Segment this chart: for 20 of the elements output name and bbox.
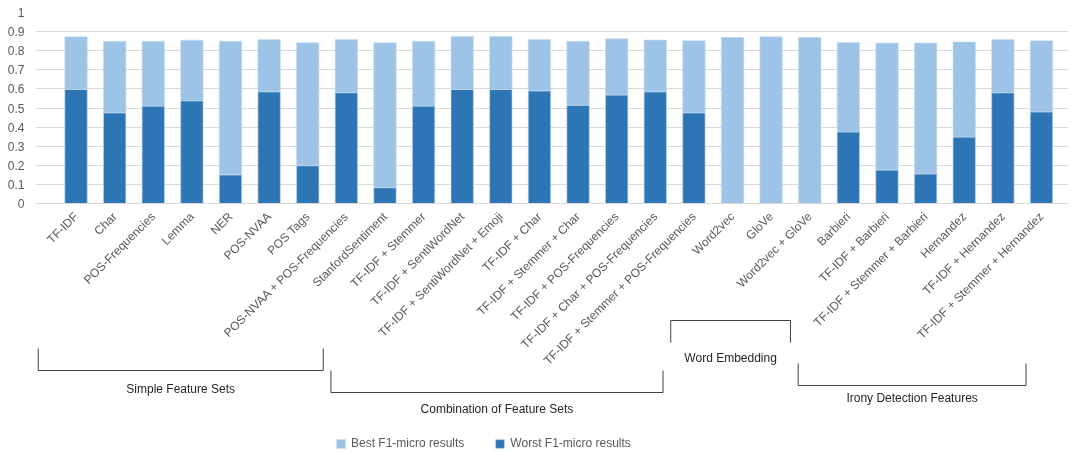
y-tick-label: 0.9 <box>7 25 25 40</box>
y-tick-label: 0.1 <box>7 177 25 192</box>
text: Simple Feature Sets <box>126 381 236 396</box>
y-tick-label: 0 <box>17 197 25 211</box>
text: Irony Detection Features <box>846 390 978 405</box>
y-tick-label: 0.6 <box>7 82 25 97</box>
text: Word Embedding <box>684 350 777 365</box>
bar <box>759 36 783 204</box>
y-tick-label: 0.3 <box>7 139 25 154</box>
y-tick-label: 0.5 <box>7 101 25 116</box>
text: Combination of Feature Sets <box>420 401 574 416</box>
y-tick-label: 0.7 <box>7 63 25 78</box>
y-tick-label: 0.4 <box>7 120 25 135</box>
y-tick-label: 1 <box>17 6 25 20</box>
y-tick-label: 0.2 <box>7 158 25 173</box>
bar <box>798 37 822 204</box>
bar <box>721 37 745 204</box>
legend-label: Best F1-micro results <box>351 436 465 450</box>
y-tick-label: 0.8 <box>7 44 25 59</box>
legend-label: Worst F1-micro results <box>510 436 631 450</box>
